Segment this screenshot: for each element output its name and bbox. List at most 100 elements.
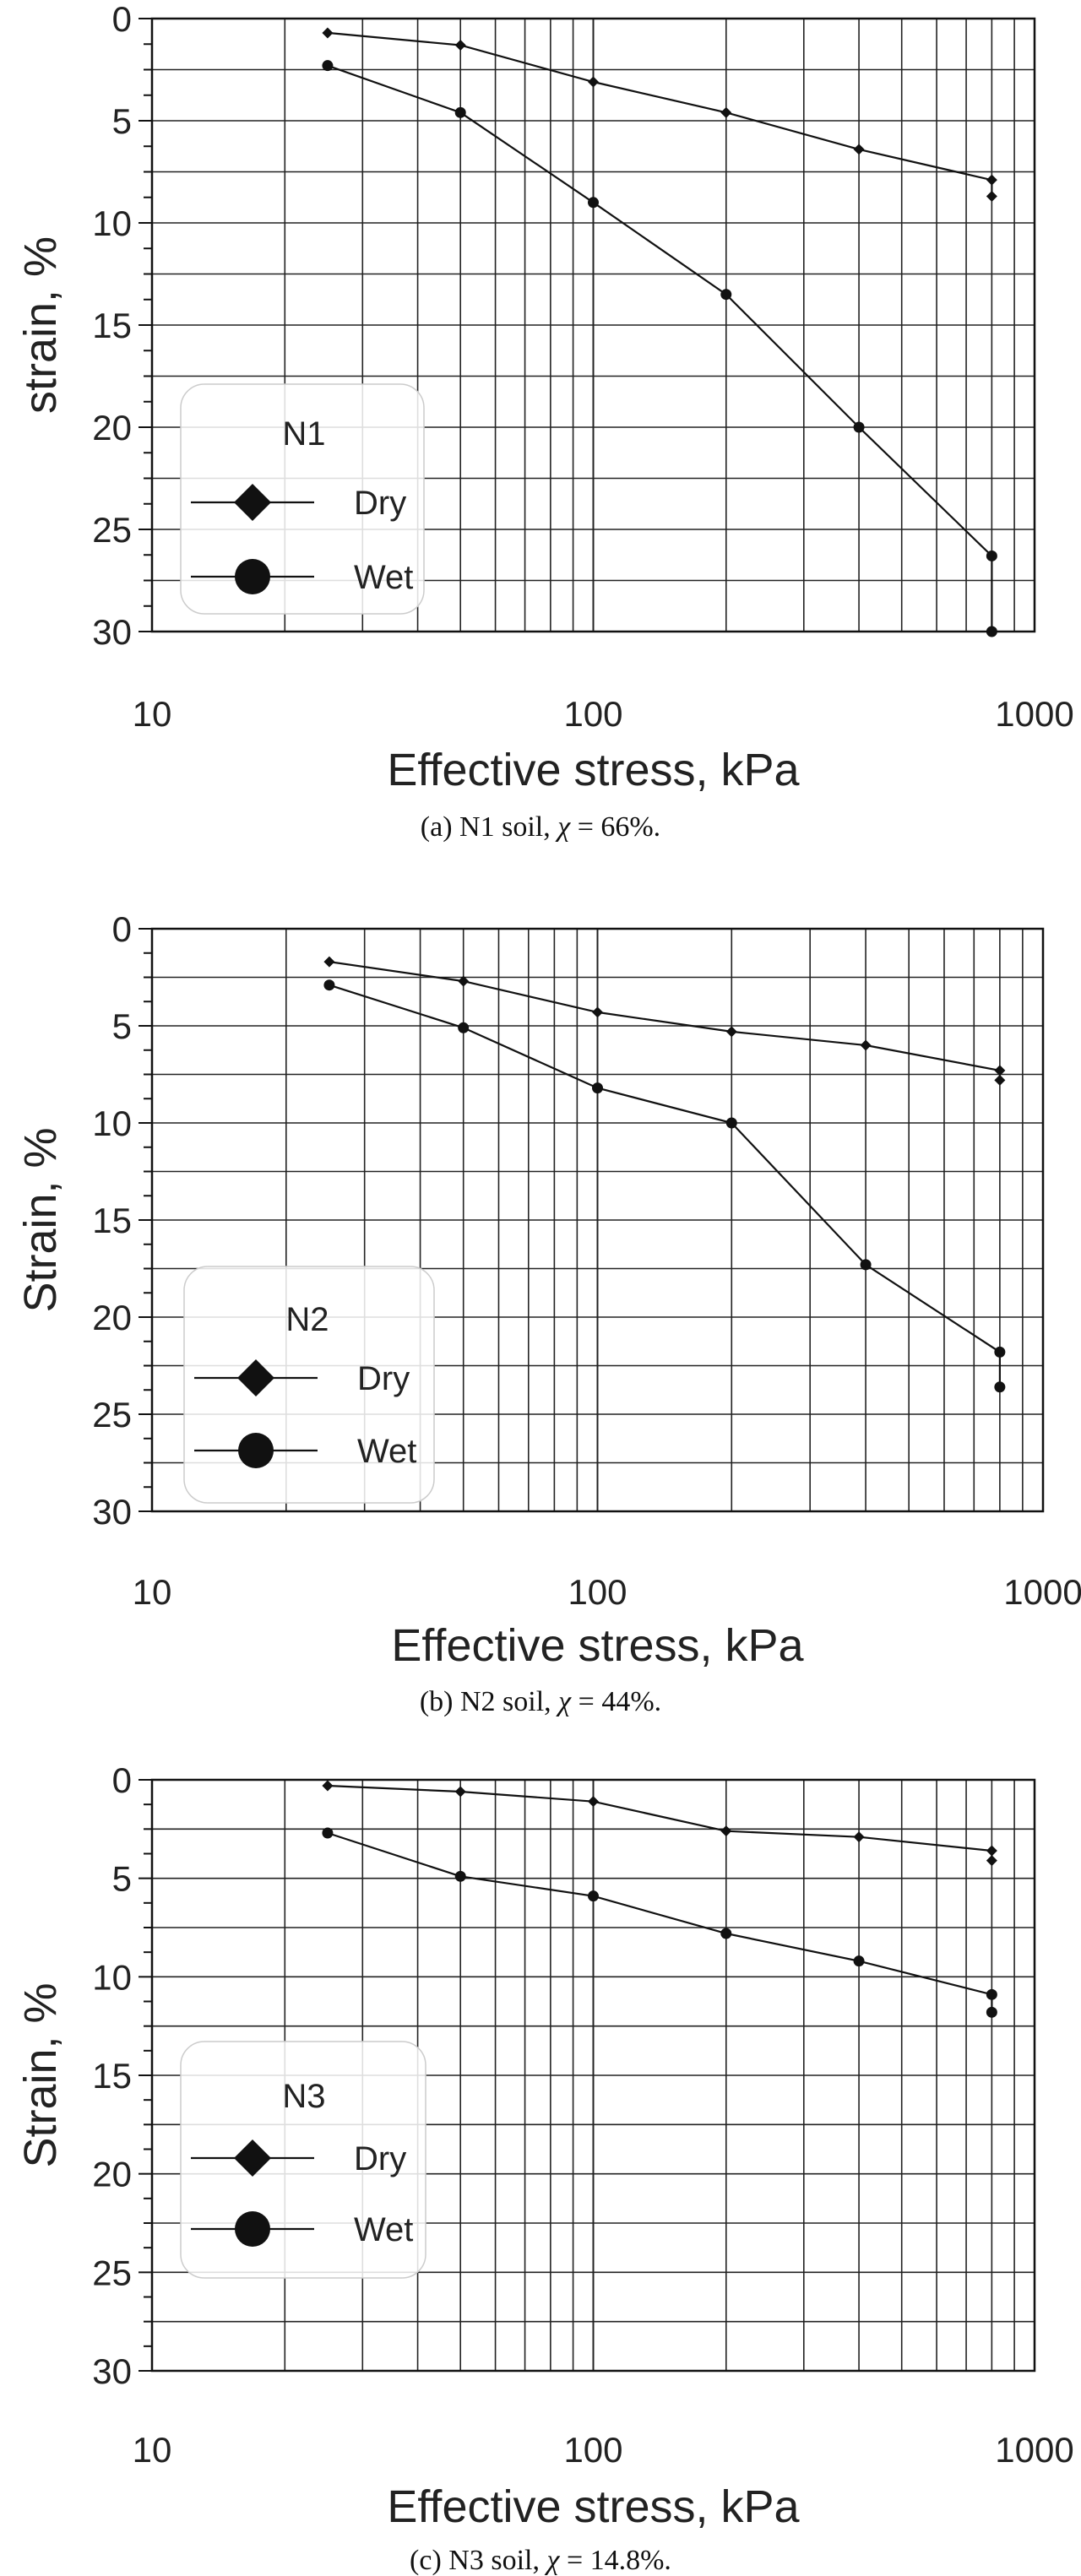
y-tick-label: 15 [92, 2056, 132, 2096]
data-point-dry [592, 1006, 603, 1018]
y-tick-label: 25 [92, 2253, 132, 2292]
y-axis-ticks [139, 18, 152, 632]
figure-caption: (a) N1 soil, χ = 66%. [421, 811, 660, 843]
y-tick-label: 10 [92, 203, 132, 243]
data-point-dry [853, 1831, 865, 1843]
legend-title: N1 [282, 415, 325, 453]
data-point-wet [454, 106, 466, 118]
legend: N3 Dry Wet [180, 2041, 426, 2279]
x-axis-title: Effective stress, kPa [387, 2481, 800, 2532]
data-point-wet [454, 1870, 466, 1882]
y-tick-label: 0 [112, 909, 132, 949]
y-tick-label: 20 [92, 2155, 132, 2194]
x-axis-title: Effective stress, kPa [387, 745, 800, 795]
y-axis-title: Strain, % [15, 1982, 66, 2167]
y-tick-label: 30 [92, 2351, 132, 2391]
data-point-wet [323, 979, 335, 991]
y-tick-label: 20 [92, 408, 132, 447]
legend-marker-diamond [234, 2139, 271, 2177]
legend-label: Dry [357, 1360, 410, 1397]
series-wet [322, 60, 997, 637]
figure-caption: (b) N2 soil, χ = 44%. [420, 1686, 661, 1717]
series-line-dry [329, 961, 1002, 1081]
data-point-wet [986, 1988, 997, 2000]
data-point-wet [458, 1022, 470, 1033]
data-point-wet [986, 2006, 997, 2018]
y-tick-label: 0 [112, 0, 132, 39]
data-point-dry [720, 106, 732, 118]
data-point-dry [458, 975, 470, 987]
data-point-wet [853, 1955, 865, 1967]
chart-panel-a: 0 5 10 15 20 25 30 10 100 1000 Effective stress, k… [15, 0, 1074, 843]
x-tick-label: 100 [563, 694, 622, 734]
y-tick-label: 25 [92, 1395, 132, 1434]
data-point-dry [322, 1780, 334, 1792]
legend: N2 Dry Wet [183, 1266, 435, 1504]
legend-title: N3 [282, 2078, 325, 2115]
data-point-wet [853, 421, 865, 433]
caption-prefix: (a) N1 soil, [421, 811, 557, 843]
legend-marker-diamond [234, 484, 271, 521]
y-tick-label: 15 [92, 306, 132, 345]
series-line-dry [327, 1784, 993, 1861]
y-tick-label: 30 [92, 1492, 132, 1532]
legend-title: N2 [285, 1301, 329, 1338]
data-point-dry [986, 174, 997, 186]
caption-prefix: (c) N3 soil, [410, 2545, 546, 2576]
y-tick-label: 5 [112, 1859, 132, 1899]
series-dry [322, 27, 997, 203]
y-tick-label: 10 [92, 1957, 132, 1997]
caption-suffix: = 66%. [570, 811, 660, 843]
data-point-dry [860, 1039, 872, 1051]
x-tick-label: 10 [133, 2430, 172, 2470]
y-tick-label: 5 [112, 1006, 132, 1046]
data-point-dry [454, 1786, 466, 1798]
y-tick-label: 30 [92, 612, 132, 652]
data-point-wet [588, 197, 599, 209]
caption-symbol: χ [544, 2545, 560, 2576]
legend-box [180, 383, 425, 615]
y-tick-label: 0 [112, 1760, 132, 1800]
x-tick-label: 100 [563, 2430, 622, 2470]
legend-marker-circle [238, 1433, 274, 1468]
legend-label: Dry [354, 485, 406, 522]
data-point-wet [592, 1082, 603, 1094]
data-point-dry [588, 76, 599, 88]
legend-marker-circle [235, 2211, 270, 2247]
y-axis-ticks [139, 1779, 152, 2372]
x-tick-label: 10 [133, 694, 172, 734]
data-point-dry [994, 1065, 1006, 1076]
legend-label: Dry [354, 2140, 406, 2177]
series-dry [322, 1780, 997, 1867]
series-dry [323, 956, 1006, 1086]
y-axis-ticks [139, 928, 152, 1512]
figure-caption: (c) N3 soil, χ = 14.8%. [410, 2545, 671, 2576]
data-point-wet [322, 1827, 334, 1839]
x-tick-label: 1000 [995, 694, 1073, 734]
data-point-wet [986, 550, 997, 561]
x-tick-label: 1000 [1003, 1572, 1081, 1612]
y-tick-label: 10 [92, 1104, 132, 1143]
data-point-wet [725, 1117, 737, 1129]
data-point-dry [454, 39, 466, 51]
data-point-dry [986, 1855, 997, 1867]
data-point-wet [986, 626, 997, 637]
y-tick-label: 20 [92, 1298, 132, 1337]
caption-suffix: = 14.8%. [559, 2545, 671, 2576]
caption-symbol: χ [555, 811, 571, 843]
x-axis-title: Effective stress, kPa [391, 1620, 804, 1671]
data-point-dry [322, 27, 334, 39]
data-point-wet [994, 1346, 1006, 1358]
y-tick-label: 15 [92, 1201, 132, 1240]
y-tick-label: 25 [92, 510, 132, 550]
legend-marker-diamond [237, 1359, 274, 1396]
series-line-wet [327, 64, 993, 632]
x-tick-label: 100 [568, 1572, 627, 1612]
data-point-wet [588, 1890, 599, 1902]
data-point-dry [986, 191, 997, 203]
data-point-wet [994, 1381, 1006, 1393]
y-tick-label: 5 [112, 101, 132, 141]
